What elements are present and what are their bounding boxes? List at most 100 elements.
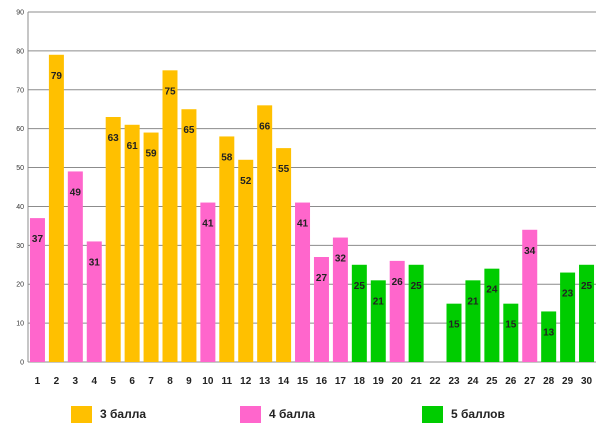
legend-swatch-5 (422, 405, 443, 423)
legend-swatch-4 (240, 405, 261, 423)
x-tick-label: 7 (148, 376, 154, 387)
data-label: 66 (259, 121, 271, 132)
x-tick-label: 16 (316, 376, 328, 387)
bar (389, 260, 405, 362)
y-tick-label: 30 (16, 243, 24, 250)
data-label: 15 (448, 320, 460, 331)
data-label: 27 (316, 273, 328, 284)
y-tick-label: 90 (16, 10, 24, 17)
data-label: 21 (373, 296, 385, 307)
y-tick-label: 70 (16, 87, 24, 94)
x-tick-label: 22 (430, 376, 442, 387)
x-tick-label: 2 (54, 376, 60, 387)
x-tick-label: 21 (411, 376, 423, 387)
bar (465, 280, 481, 362)
x-tick-label: 4 (91, 376, 97, 387)
bar (351, 264, 367, 362)
data-label: 25 (411, 281, 423, 292)
data-label: 79 (51, 71, 63, 82)
bar (484, 268, 500, 362)
x-tick-label: 23 (448, 376, 460, 387)
bar (370, 280, 386, 362)
bar (313, 257, 329, 362)
data-label: 13 (543, 327, 555, 338)
x-tick-label: 13 (259, 376, 271, 387)
legend-item-3: 3 балла (71, 404, 146, 424)
data-label: 25 (581, 281, 593, 292)
legend-item-5: 5 баллов (422, 404, 505, 424)
legend-swatch-3 (71, 405, 92, 423)
data-label: 41 (297, 219, 309, 230)
bar (408, 264, 424, 362)
data-label: 65 (183, 125, 195, 136)
x-tick-label: 26 (505, 376, 517, 387)
x-tick-label: 19 (373, 376, 385, 387)
bar (257, 105, 273, 362)
x-tick-label: 14 (278, 376, 290, 387)
data-label: 41 (202, 219, 214, 230)
x-tick-label: 10 (202, 376, 214, 387)
x-tick-label: 25 (486, 376, 498, 387)
bar (67, 171, 83, 362)
data-label: 58 (221, 152, 233, 163)
bar (238, 159, 254, 362)
x-tick-label: 3 (73, 376, 79, 387)
data-label: 63 (108, 133, 120, 144)
bar (295, 202, 311, 362)
bar (200, 202, 216, 362)
data-label: 31 (89, 257, 101, 268)
x-tick-label: 12 (240, 376, 252, 387)
x-tick-label: 28 (543, 376, 555, 387)
data-label: 75 (164, 86, 176, 97)
data-label: 21 (467, 296, 479, 307)
x-tick-label: 27 (524, 376, 536, 387)
bar (181, 109, 197, 362)
bar (560, 272, 576, 362)
bar (29, 218, 45, 362)
data-label: 25 (354, 281, 366, 292)
x-tick-label: 20 (392, 376, 404, 387)
data-label: 23 (562, 289, 574, 300)
data-label: 61 (127, 141, 139, 152)
y-tick-label: 0 (20, 360, 24, 367)
data-label: 49 (70, 187, 82, 198)
x-tick-label: 1 (35, 376, 41, 387)
x-tick-label: 6 (129, 376, 135, 387)
legend-label-5: 5 баллов (451, 407, 505, 421)
y-tick-label: 50 (16, 165, 24, 172)
bar (332, 237, 348, 362)
data-label: 52 (240, 176, 252, 187)
data-label: 15 (505, 320, 517, 331)
x-tick-label: 29 (562, 376, 574, 387)
data-label: 34 (524, 246, 536, 257)
bar (124, 124, 140, 363)
bar (579, 264, 595, 362)
y-tick-label: 60 (16, 126, 24, 133)
bar (219, 136, 235, 362)
bar (48, 54, 64, 363)
legend-item-4: 4 балла (240, 404, 315, 424)
bar (503, 303, 519, 362)
data-label: 55 (278, 164, 290, 175)
x-tick-label: 30 (581, 376, 593, 387)
x-tick-label: 18 (354, 376, 366, 387)
y-tick-label: 40 (16, 204, 24, 211)
data-label: 59 (146, 149, 158, 160)
bar (541, 311, 557, 362)
legend-label-3: 3 балла (100, 407, 147, 421)
bar (522, 229, 538, 362)
x-tick-label: 5 (110, 376, 116, 387)
bar (143, 132, 159, 362)
x-tick-label: 9 (186, 376, 192, 387)
x-tick-label: 8 (167, 376, 173, 387)
y-tick-label: 80 (16, 48, 24, 55)
bar (105, 117, 121, 362)
data-label: 32 (335, 254, 347, 265)
x-tick-label: 15 (297, 376, 309, 387)
data-label: 24 (486, 285, 498, 296)
data-label: 26 (392, 277, 404, 288)
data-label: 37 (32, 234, 44, 245)
bar (86, 241, 102, 362)
legend-label-4: 4 балла (269, 407, 316, 421)
bar-chart: 0102030405060708090371792493314635616597… (16, 10, 596, 387)
